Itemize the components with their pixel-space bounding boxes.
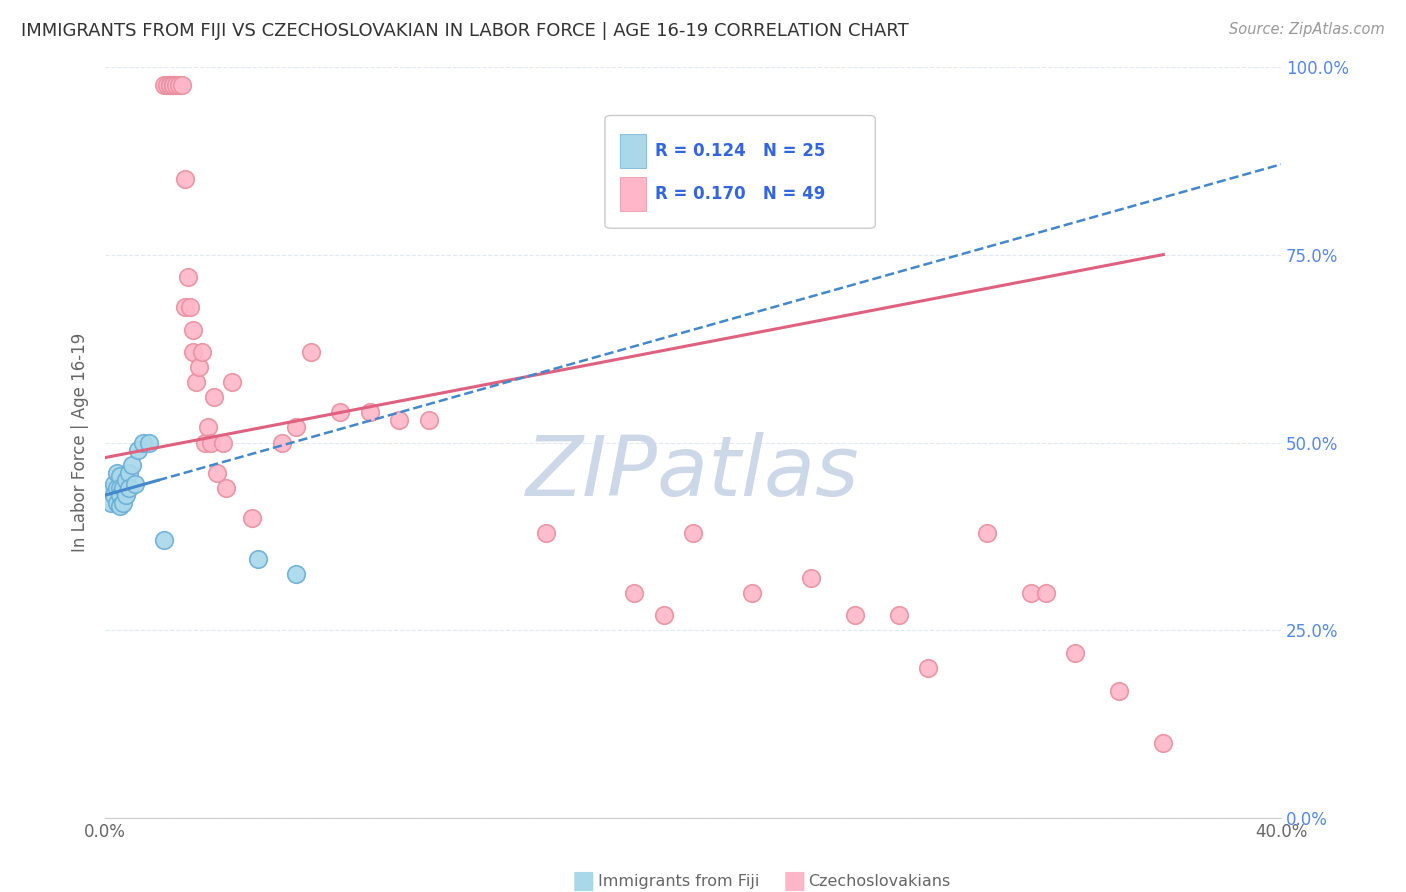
Point (127, 443, 149, 458)
Text: Source: ZipAtlas.com: Source: ZipAtlas.com (1229, 22, 1385, 37)
Point (917, 661, 939, 675)
Point (682, 525, 704, 540)
Point (221, 376, 243, 390)
Y-axis label: In Labor Force | Age 16-19: In Labor Force | Age 16-19 (72, 333, 89, 552)
Point (103, 476, 125, 491)
Point (167, 78, 190, 93)
Point (1019, 586, 1042, 600)
Text: ZIPatlas: ZIPatlas (526, 432, 860, 513)
Point (176, 270, 198, 285)
Point (800, 571, 823, 585)
Point (1035, 586, 1057, 600)
Point (194, 435, 217, 450)
Point (159, 78, 181, 93)
Point (844, 608, 866, 623)
Point (191, 345, 214, 359)
Point (652, 608, 675, 623)
Point (108, 500, 131, 514)
Point (285, 567, 308, 582)
Point (215, 481, 238, 495)
Point (118, 481, 141, 495)
Point (285, 420, 308, 434)
Point (205, 466, 228, 480)
Text: Immigrants from Fiji: Immigrants from Fiji (598, 874, 759, 888)
Point (114, 488, 136, 502)
Point (170, 78, 193, 93)
Point (124, 476, 146, 491)
Point (153, 533, 176, 548)
Point (887, 608, 910, 623)
Point (200, 435, 222, 450)
Point (165, 78, 187, 93)
Point (105, 466, 128, 480)
Point (173, 172, 195, 186)
Point (359, 405, 381, 419)
Point (108, 481, 131, 495)
Point (108, 469, 131, 483)
Text: R = 0.124   N = 25: R = 0.124 N = 25 (655, 142, 825, 160)
Point (247, 552, 270, 566)
Point (976, 525, 998, 540)
Point (108, 488, 131, 502)
Point (162, 78, 184, 93)
Point (159, 78, 181, 93)
Point (153, 78, 176, 93)
Point (118, 466, 141, 480)
Point (329, 405, 352, 419)
FancyBboxPatch shape (620, 135, 645, 168)
Point (100, 484, 122, 499)
Text: ■: ■ (572, 870, 595, 892)
Point (132, 435, 155, 450)
Point (197, 420, 219, 434)
Point (1108, 683, 1130, 698)
Point (103, 488, 125, 502)
Point (100, 496, 122, 510)
Point (741, 586, 763, 600)
Text: ■: ■ (783, 870, 806, 892)
Point (211, 435, 233, 450)
Point (183, 323, 205, 337)
Point (138, 435, 160, 450)
Point (183, 345, 205, 359)
Point (623, 586, 645, 600)
Point (156, 78, 179, 93)
Point (270, 435, 292, 450)
Point (1152, 736, 1174, 750)
Point (418, 413, 440, 427)
Point (105, 496, 128, 510)
Point (202, 391, 225, 405)
Text: R = 0.170   N = 49: R = 0.170 N = 49 (655, 186, 825, 203)
Point (388, 413, 411, 427)
FancyBboxPatch shape (620, 178, 645, 211)
Point (299, 345, 322, 359)
Text: IMMIGRANTS FROM FIJI VS CZECHOSLOVAKIAN IN LABOR FORCE | AGE 16-19 CORRELATION C: IMMIGRANTS FROM FIJI VS CZECHOSLOVAKIAN … (21, 22, 908, 40)
Point (240, 510, 263, 524)
FancyBboxPatch shape (605, 115, 876, 228)
Point (186, 376, 208, 390)
Point (121, 458, 143, 472)
Text: Czechoslovakians: Czechoslovakians (808, 874, 950, 888)
Point (173, 300, 195, 314)
Point (188, 360, 211, 375)
Point (114, 473, 136, 487)
Point (1064, 646, 1087, 660)
Point (534, 525, 557, 540)
Point (111, 481, 134, 495)
Point (162, 78, 184, 93)
Point (105, 481, 128, 495)
Point (179, 300, 201, 314)
Point (111, 496, 134, 510)
